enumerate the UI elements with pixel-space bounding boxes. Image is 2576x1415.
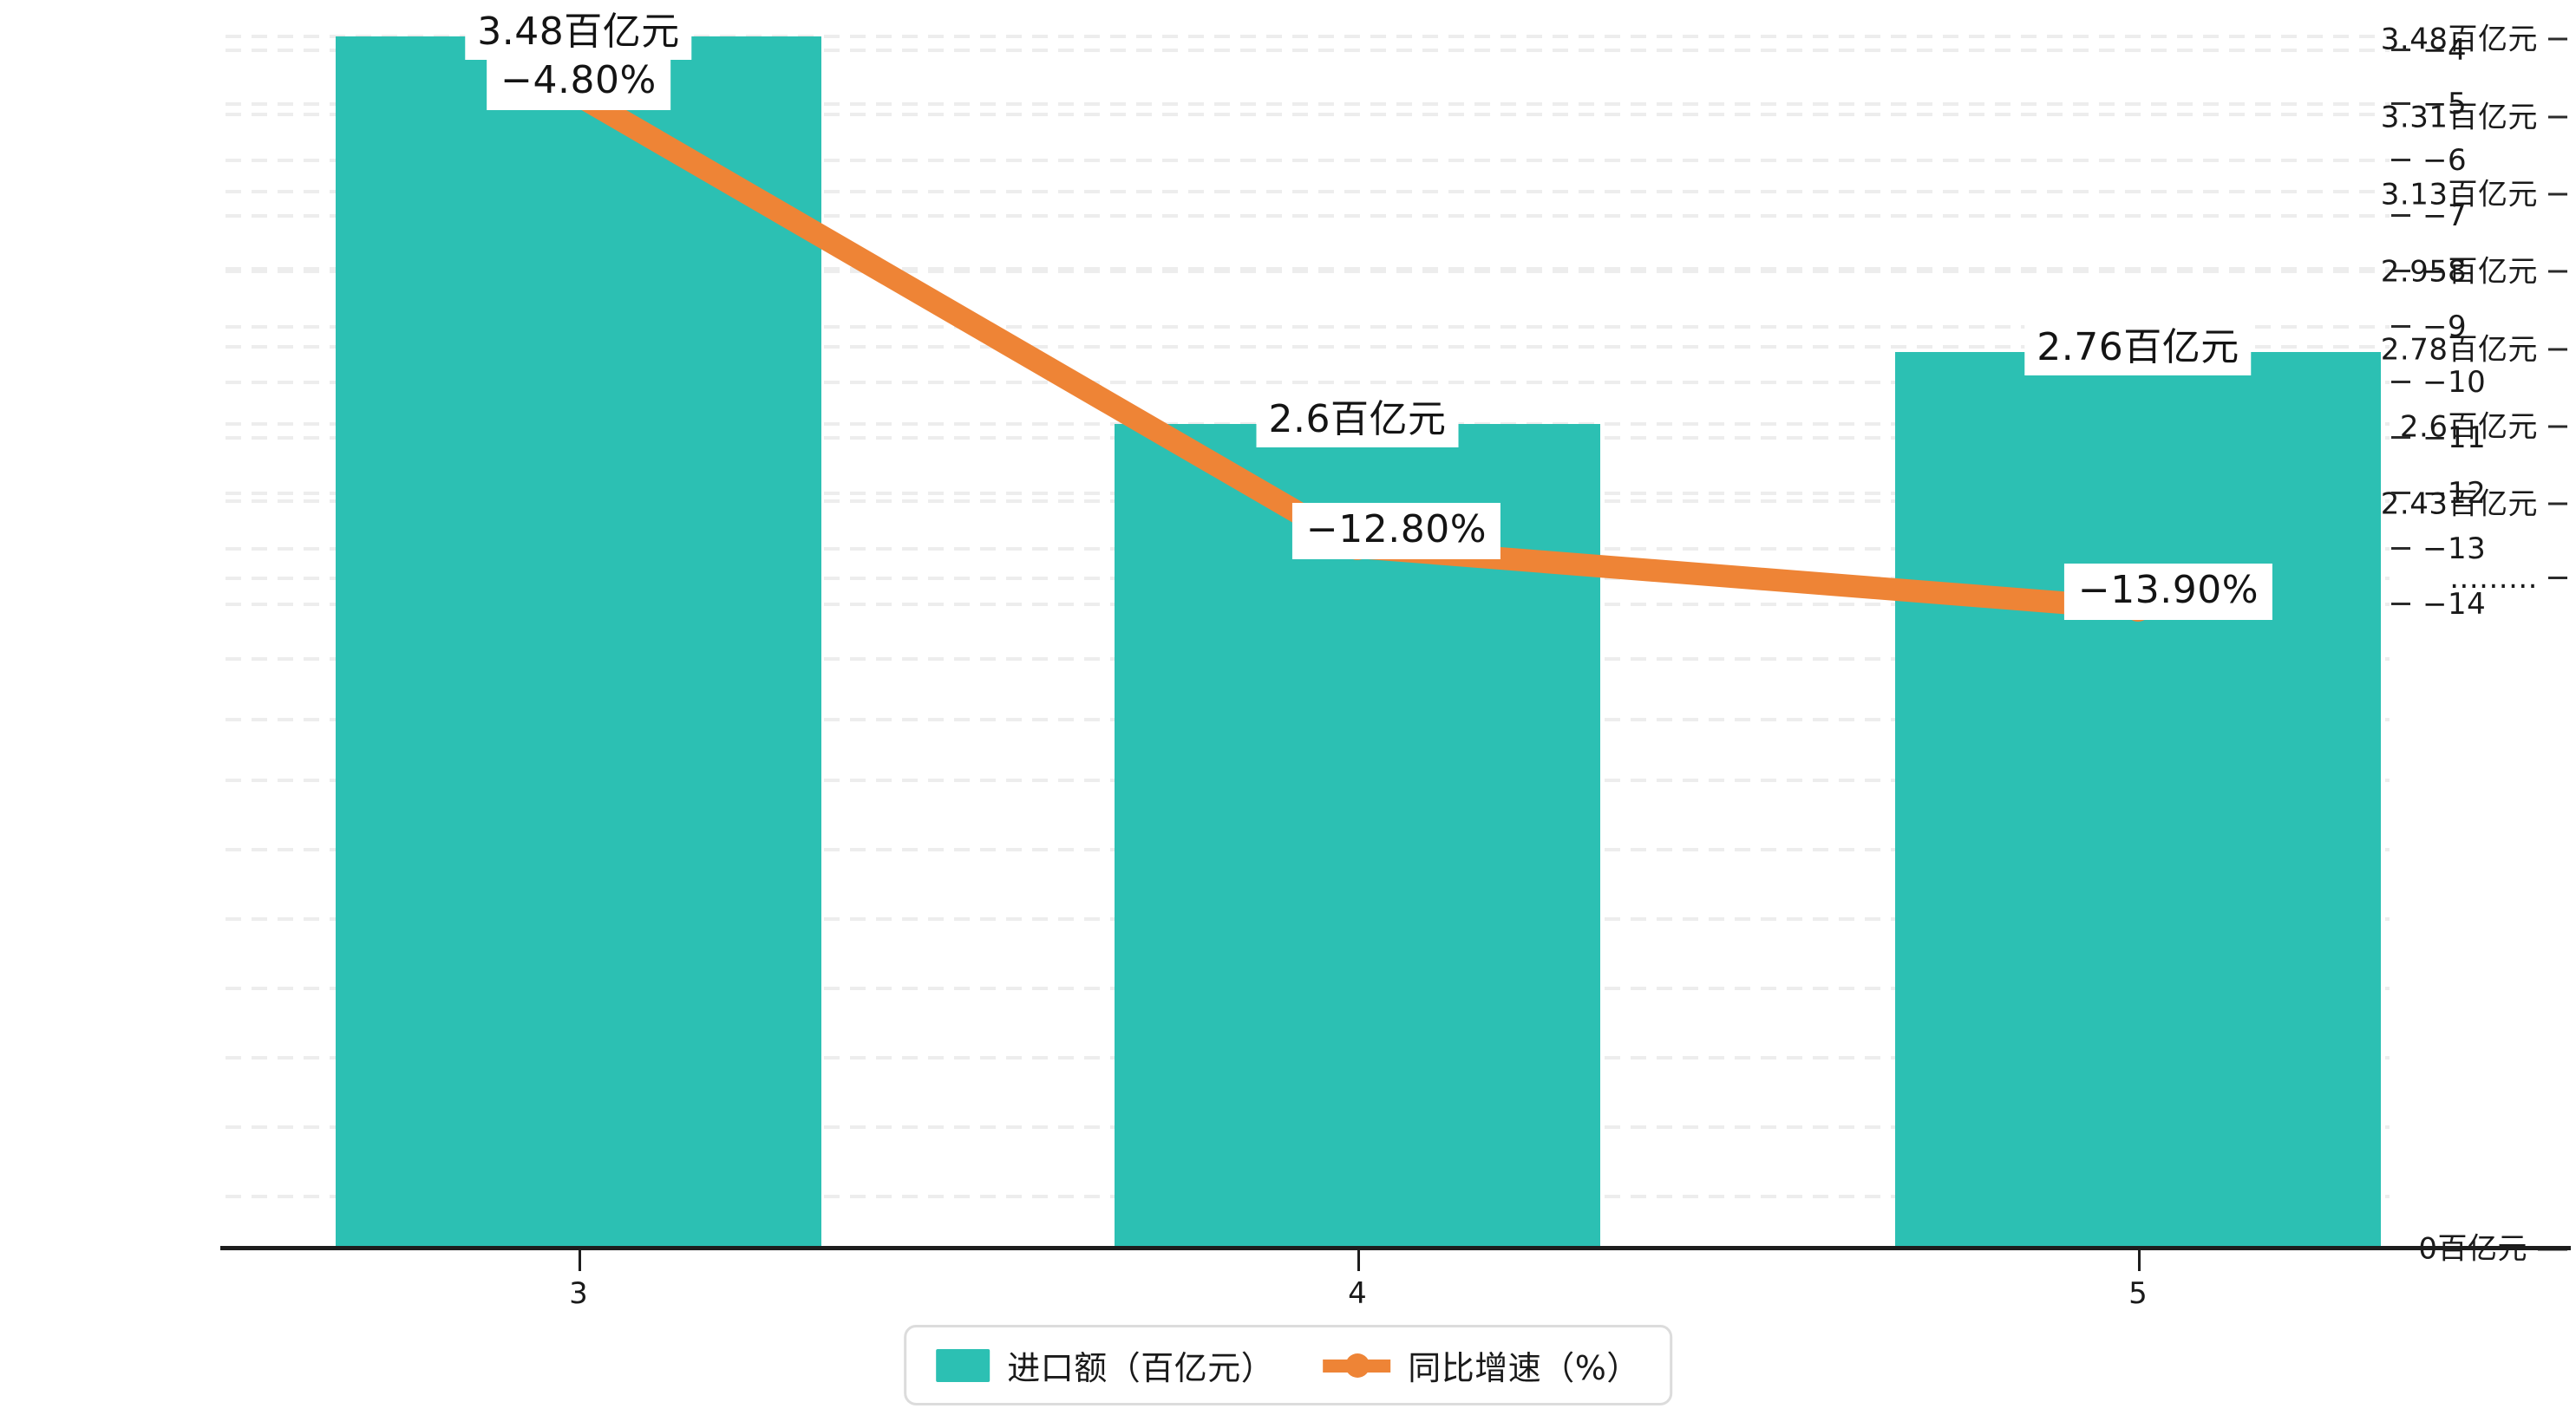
legend-item[interactable]: 进口额（百亿元） [936, 1341, 1274, 1389]
y-axis-right-tick: −10 [2391, 365, 2486, 400]
tick-dash-icon [2391, 436, 2410, 439]
bar-value-label: 3.48百亿元 [465, 7, 692, 61]
x-axis-tick-label: 5 [2128, 1276, 2148, 1311]
tick-dash-icon [2391, 102, 2410, 105]
y-axis-right-tick: −11 [2391, 421, 2486, 455]
line-value-label: −4.80% [487, 54, 670, 111]
y-axis-right-tick-label: −6 [2422, 143, 2468, 178]
y-axis-left-tick-label: 3.13百亿元 [2380, 177, 2538, 212]
gridline [226, 35, 2390, 38]
y-axis-right-tick: −12 [2391, 476, 2486, 511]
tick-dash-icon [2391, 547, 2410, 550]
x-axis-tick-mark [1357, 1250, 1360, 1271]
legend-dot-icon [1345, 1353, 1370, 1378]
tick-dash-icon [2391, 325, 2410, 328]
y-axis-right-tick-label: −11 [2422, 421, 2487, 455]
y-axis-left-tick-label: ......... [2449, 561, 2538, 596]
y-axis-right-tick-label: −4 [2422, 33, 2468, 68]
y-axis-right-tick-label: −10 [2422, 365, 2487, 400]
x-axis-tick-label: 3 [569, 1276, 588, 1311]
tick-dash-icon [2548, 502, 2567, 505]
y-axis-left-tick-label: 2.6百亿元 [2399, 409, 2538, 445]
tick-dash-icon [2548, 425, 2567, 428]
y-axis-right-tick-label: −12 [2422, 476, 2487, 511]
tick-dash-icon [2391, 381, 2410, 383]
y-axis-left-tick: 2.78百亿元 [2381, 326, 2567, 368]
y-axis-left-tick: 2.6百亿元 [2400, 403, 2567, 446]
legend-item[interactable]: 同比增速（%） [1323, 1341, 1640, 1389]
y-axis-left-tick: ......... [2449, 561, 2567, 596]
tick-dash-icon [2548, 577, 2567, 579]
legend-line-dot-icon [1323, 1349, 1391, 1382]
tick-dash-icon [2391, 49, 2410, 51]
y-axis-left-tick-label: 2.78百亿元 [2380, 332, 2538, 368]
tick-dash-icon [2391, 214, 2410, 217]
y-axis-right-tick-label: −7 [2422, 199, 2468, 233]
bar-value-label: 2.6百亿元 [1256, 395, 1459, 448]
y-axis-right-tick-label: −13 [2422, 531, 2487, 566]
y-axis-right-tick-label: −14 [2422, 587, 2487, 622]
x-axis-tick-mark [579, 1250, 581, 1271]
legend-label: 进口额（百亿元） [1007, 1349, 1275, 1387]
x-axis-line [220, 1246, 2571, 1250]
line-value-label: −13.90% [2063, 564, 2273, 621]
y-axis-left-tick: 3.31百亿元 [2381, 94, 2567, 136]
y-axis-right-tick: −13 [2391, 531, 2486, 566]
tick-dash-icon [2391, 603, 2410, 605]
y-axis-right-tick-label: −9 [2422, 310, 2468, 344]
legend-square-icon [936, 1348, 991, 1382]
y-axis-right-tick-label: −8 [2422, 254, 2468, 289]
y-axis-left-tick-label: 3.31百亿元 [2380, 100, 2538, 135]
tick-dash-icon [2391, 492, 2410, 494]
bar[interactable] [336, 36, 821, 1246]
x-axis-tick-mark [2138, 1250, 2141, 1271]
tick-dash-icon [2548, 348, 2567, 351]
bar[interactable] [1895, 352, 2381, 1246]
y-axis-right-tick: −7 [2391, 199, 2467, 233]
x-axis-tick-label: 4 [1348, 1276, 1367, 1311]
y-axis-right-tick-label: −5 [2422, 87, 2468, 121]
y-axis-left-tick: 3.13百亿元 [2381, 171, 2567, 213]
tick-dash-icon [2391, 159, 2410, 161]
tick-dash-icon [2548, 115, 2567, 119]
y-axis-right-tick: −6 [2391, 143, 2467, 178]
tick-dash-icon [2548, 270, 2567, 273]
y-axis-right-tick: −14 [2391, 587, 2486, 622]
tick-dash-icon [2548, 192, 2567, 196]
y-axis-right-tick: −4 [2391, 33, 2467, 68]
bar-value-label: 2.76百亿元 [2024, 323, 2252, 376]
legend-label: 同比增速（%） [1408, 1349, 1640, 1387]
y-axis-right-tick: −5 [2391, 87, 2467, 121]
tick-dash-icon [2391, 270, 2410, 272]
gridline [226, 49, 2390, 52]
y-axis-right-tick: −9 [2391, 310, 2467, 344]
legend[interactable]: 进口额（百亿元） 同比增速（%） [904, 1325, 1672, 1405]
line-value-label: −12.80% [1291, 503, 1501, 560]
tick-dash-icon [2548, 37, 2567, 41]
y-axis-right-tick: −8 [2391, 254, 2467, 289]
